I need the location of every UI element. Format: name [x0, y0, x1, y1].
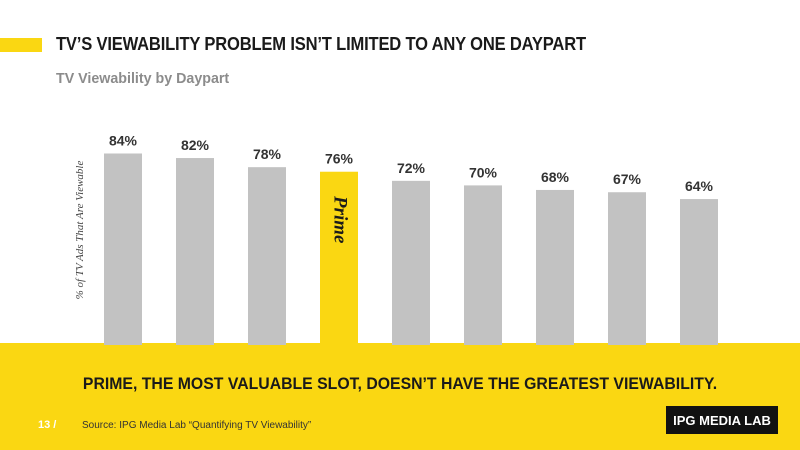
takeaway-text: PRIME, THE MOST VALUABLE SLOT, DOESN’T H… [82, 374, 718, 393]
bar-value-label-5: 70% [469, 164, 498, 180]
bar-7 [608, 192, 646, 345]
bar-value-label-0: 84% [109, 132, 138, 148]
ipg-media-lab-logo: IPG MEDIA LAB [666, 406, 778, 434]
page-number: 13 / [38, 419, 57, 431]
bar-value-label-7: 67% [613, 171, 642, 187]
bar-value-label-3: 76% [325, 151, 354, 167]
bar-value-label-6: 68% [541, 169, 570, 185]
bar-2 [248, 167, 286, 345]
bar-3 [320, 171, 358, 345]
bar-value-label-2: 78% [253, 146, 282, 162]
slide-title: TV’S VIEWABILITY PROBLEM ISN’T LIMITED T… [56, 34, 586, 54]
chart-subtitle: TV Viewability by Daypart [56, 70, 230, 87]
source-note: Source: IPG Media Lab “Quantifying TV Vi… [82, 420, 312, 431]
bar-8 [680, 199, 718, 345]
bar-4 [392, 180, 430, 345]
bar-1 [176, 158, 214, 345]
bar-0 [104, 153, 142, 345]
bar-value-label-8: 64% [685, 178, 714, 194]
title-accent-bar [0, 38, 42, 52]
bar-value-label-4: 72% [397, 160, 426, 176]
prime-bar-label: Prime [330, 195, 351, 244]
bar-value-label-1: 82% [181, 137, 210, 153]
bar-5 [464, 185, 502, 345]
bar-6 [536, 189, 574, 345]
